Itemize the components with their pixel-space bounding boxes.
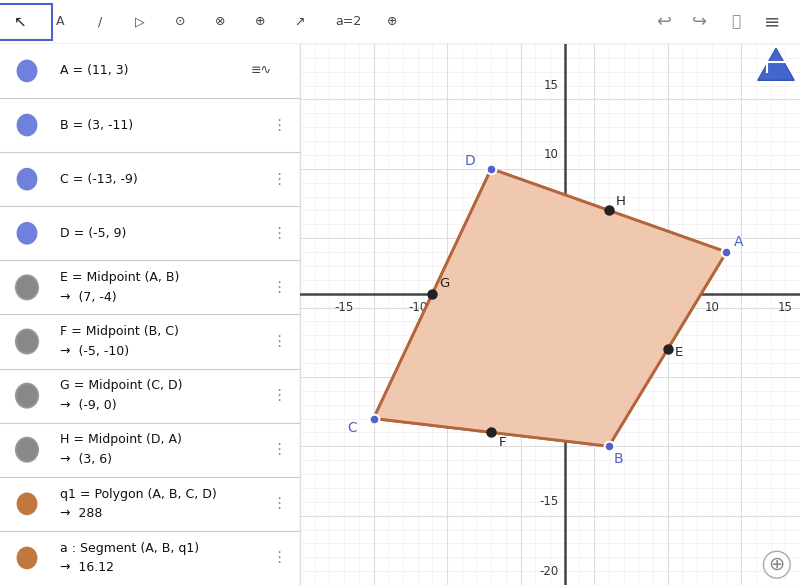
Text: -15: -15 bbox=[539, 495, 559, 508]
Text: a=2: a=2 bbox=[335, 15, 361, 29]
Text: ⋮: ⋮ bbox=[271, 388, 286, 403]
Text: ⋮: ⋮ bbox=[271, 226, 286, 241]
Text: ≡∿: ≡∿ bbox=[250, 64, 271, 77]
Text: →  (-5, -10): → (-5, -10) bbox=[60, 345, 129, 358]
Text: ⋮: ⋮ bbox=[271, 171, 286, 187]
Text: ⋮: ⋮ bbox=[271, 496, 286, 511]
Ellipse shape bbox=[16, 167, 38, 191]
Text: ⋮: ⋮ bbox=[271, 550, 286, 566]
Text: 5: 5 bbox=[634, 301, 642, 314]
Text: H = Midpoint (D, A): H = Midpoint (D, A) bbox=[60, 433, 182, 446]
Text: ⋮: ⋮ bbox=[271, 280, 286, 295]
Ellipse shape bbox=[16, 275, 38, 300]
Text: ↖: ↖ bbox=[14, 15, 26, 29]
Text: ↗: ↗ bbox=[294, 15, 306, 29]
Text: ▷: ▷ bbox=[135, 15, 145, 29]
Text: →  288: → 288 bbox=[60, 507, 102, 520]
Text: -5: -5 bbox=[486, 301, 497, 314]
Text: →  (7, -4): → (7, -4) bbox=[60, 291, 117, 304]
Text: ↩: ↩ bbox=[657, 13, 671, 31]
Ellipse shape bbox=[16, 383, 38, 408]
Ellipse shape bbox=[16, 546, 38, 570]
Ellipse shape bbox=[16, 58, 38, 83]
Text: 🔍: 🔍 bbox=[731, 15, 741, 29]
Text: →  (-9, 0): → (-9, 0) bbox=[60, 399, 117, 412]
Text: A = (11, 3): A = (11, 3) bbox=[60, 64, 129, 77]
Ellipse shape bbox=[16, 329, 38, 354]
Text: G: G bbox=[440, 277, 450, 290]
Text: ↪: ↪ bbox=[693, 13, 707, 31]
Text: ⊕: ⊕ bbox=[386, 15, 398, 29]
Text: A: A bbox=[56, 15, 64, 29]
Text: C = (-13, -9): C = (-13, -9) bbox=[60, 173, 138, 185]
Text: -15: -15 bbox=[334, 301, 354, 314]
Polygon shape bbox=[758, 49, 794, 80]
Text: ⊕: ⊕ bbox=[769, 555, 785, 574]
Text: F = Midpoint (B, C): F = Midpoint (B, C) bbox=[60, 325, 179, 338]
Ellipse shape bbox=[16, 113, 38, 137]
Text: G = Midpoint (C, D): G = Midpoint (C, D) bbox=[60, 379, 182, 393]
Ellipse shape bbox=[16, 221, 38, 246]
Text: a : Segment (A, B, q1): a : Segment (A, B, q1) bbox=[60, 542, 199, 555]
Ellipse shape bbox=[16, 491, 38, 516]
Text: ≡: ≡ bbox=[764, 12, 780, 32]
Text: ⊙: ⊙ bbox=[174, 15, 186, 29]
Text: A: A bbox=[734, 235, 743, 249]
Text: 5: 5 bbox=[551, 218, 559, 230]
Text: C: C bbox=[347, 421, 357, 435]
Text: D = (-5, 9): D = (-5, 9) bbox=[60, 227, 126, 240]
Text: -10: -10 bbox=[408, 301, 427, 314]
Text: ⊗: ⊗ bbox=[214, 15, 226, 29]
Text: D: D bbox=[465, 154, 475, 167]
Text: ⋮: ⋮ bbox=[271, 118, 286, 133]
Text: B = (3, -11): B = (3, -11) bbox=[60, 119, 133, 132]
Text: q1 = Polygon (A, B, C, D): q1 = Polygon (A, B, C, D) bbox=[60, 487, 217, 501]
Text: 10: 10 bbox=[544, 149, 559, 161]
Text: ⊕: ⊕ bbox=[254, 15, 266, 29]
Text: F: F bbox=[498, 436, 506, 449]
Text: 15: 15 bbox=[544, 79, 559, 92]
Text: →  16.12: → 16.12 bbox=[60, 561, 114, 574]
Text: -20: -20 bbox=[539, 565, 559, 577]
FancyBboxPatch shape bbox=[0, 4, 52, 40]
Text: /: / bbox=[98, 15, 102, 29]
Text: E: E bbox=[675, 346, 683, 359]
Text: →  (3, 6): → (3, 6) bbox=[60, 453, 112, 466]
Text: 15: 15 bbox=[778, 301, 793, 314]
Text: ⋮: ⋮ bbox=[271, 334, 286, 349]
Text: 10: 10 bbox=[704, 301, 719, 314]
Text: -10: -10 bbox=[539, 426, 559, 439]
Polygon shape bbox=[374, 168, 726, 446]
Text: H: H bbox=[616, 195, 626, 208]
Text: ⋮: ⋮ bbox=[271, 442, 286, 457]
Text: E = Midpoint (A, B): E = Midpoint (A, B) bbox=[60, 271, 179, 284]
Ellipse shape bbox=[16, 438, 38, 462]
Text: B: B bbox=[614, 452, 623, 466]
Polygon shape bbox=[374, 168, 726, 446]
Text: -5: -5 bbox=[547, 356, 559, 370]
